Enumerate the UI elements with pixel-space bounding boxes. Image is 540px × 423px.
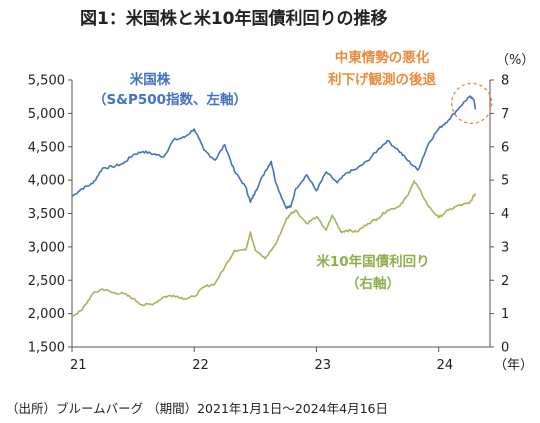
y-left-tick-label: 3,500 — [28, 207, 65, 222]
y-right-tick-label: 2 — [501, 274, 509, 289]
axes: 1,500 2,000 2,500 3,000 3,500 4,000 4,500 5,000… — [28, 53, 535, 373]
annotation-event-line1: 中東情勢の悪化 — [335, 49, 430, 66]
y-left-tick-label: 5,000 — [28, 107, 65, 122]
series-layer — [71, 95, 477, 318]
y-left-tick-label: 5,500 — [28, 74, 65, 89]
y-left-tick-label: 3,000 — [28, 240, 65, 255]
y-right-tick-label: 1 — [501, 307, 509, 322]
annotation-event-line2: 利下げ観測の後退 — [328, 71, 436, 88]
annotation-sp500-line1: 米国株 — [130, 71, 171, 88]
y-right-tick-label: 6 — [501, 140, 509, 155]
x-tick-label: 23 — [314, 358, 331, 373]
chart-title: 図1：米国株と米10年国債利回りの推移 — [80, 8, 388, 29]
y-right-tick-label: 3 — [501, 240, 509, 255]
series-line-us10y — [71, 180, 477, 318]
x-tick-label: 24 — [437, 358, 454, 373]
highlight-circle — [450, 82, 493, 125]
y-left-tick-label: 2,000 — [28, 307, 65, 322]
y-right-tick-label: 4 — [501, 207, 509, 222]
y-left-tick-label: 2,500 — [28, 274, 65, 289]
annotation-sp500-line2: （S&P500指数、左軸） — [93, 91, 247, 108]
x-tick-label: 22 — [192, 358, 209, 373]
y-right-unit-label: （%） — [496, 53, 534, 68]
y-right-tick-label: 7 — [501, 107, 509, 122]
y-right-tick-label: 0 — [501, 341, 509, 356]
y-left-tick-label: 4,500 — [28, 140, 65, 155]
y-right-tick-label: 5 — [501, 174, 509, 189]
x-tick-label: 21 — [70, 358, 87, 373]
annotation-yield-line1: 米10年国債利回り — [316, 253, 429, 270]
y-left-tick-label: 4,000 — [28, 174, 65, 189]
y-left-tick-label: 1,500 — [28, 341, 65, 356]
series-line-sp500 — [71, 95, 477, 210]
x-unit-label: （年） — [494, 358, 533, 373]
y-right-tick-label: 8 — [501, 74, 509, 89]
annotation-yield-line2: （右軸） — [346, 275, 400, 292]
source-note: （出所）ブルームバーグ （期間）2021年1月1日～2024年4月16日 — [6, 401, 388, 416]
